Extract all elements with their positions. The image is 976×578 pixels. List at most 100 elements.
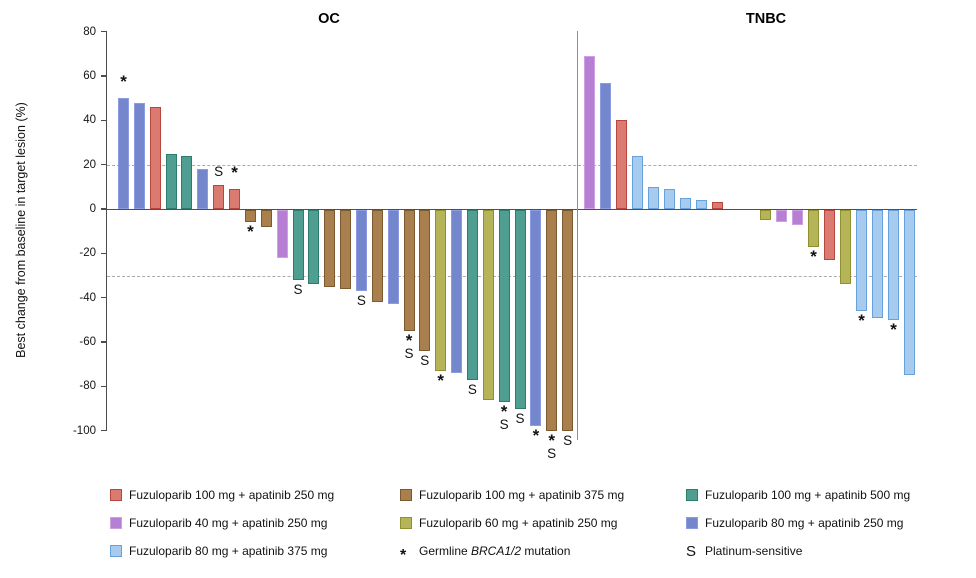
bar-oc-6	[197, 169, 209, 209]
bar-tnbc-2	[600, 82, 611, 209]
s-symbol: S	[686, 543, 697, 560]
y-tick-mark	[101, 31, 107, 33]
bar-tnbc-9	[712, 202, 723, 209]
asterisk-symbol: *	[400, 547, 407, 564]
bar-oc-28	[546, 210, 558, 431]
legend-label: Fuzuloparib 60 mg + apatinib 250 mg	[419, 516, 618, 530]
bar-oc-18	[387, 210, 399, 305]
bar-tnbc-5	[648, 186, 659, 209]
bar-oc-22	[451, 210, 463, 373]
legend-swatch-f60a250	[400, 517, 412, 529]
bar-oc-14	[324, 210, 336, 287]
bar-tnbc-14	[792, 210, 803, 225]
panel-title-tnbc: TNBC	[745, 11, 787, 27]
bar-oc-2	[133, 102, 145, 209]
bar-tnbc-21	[904, 210, 915, 376]
bar-tnbc-15	[808, 210, 819, 247]
y-tick-mark	[101, 208, 107, 210]
reference-line--30	[107, 275, 917, 277]
germline-brca-marker: *	[437, 370, 444, 390]
germline-brca-marker: *	[500, 401, 508, 421]
bar-oc-12	[292, 210, 304, 280]
bar-tnbc-6	[664, 189, 675, 209]
legend-swatch-f80a250	[686, 517, 698, 529]
bar-tnbc-7	[680, 197, 691, 209]
legend-swatch-f100a250	[110, 489, 122, 501]
germline-brca-marker: *	[247, 222, 254, 242]
legend-swatch-f40a250	[110, 517, 122, 529]
legend-label: Fuzuloparib 100 mg + apatinib 500 mg	[705, 488, 911, 502]
bar-oc-1	[118, 98, 129, 209]
bar-oc-27	[530, 210, 542, 427]
y-tick-label-60: 60	[83, 70, 96, 82]
y-tick-label--60: -60	[79, 336, 96, 348]
bar-oc-11	[276, 210, 288, 258]
y-tick-label--80: -80	[79, 380, 96, 393]
germline-brca-marker: *	[858, 311, 865, 330]
platinum-sensitive-marker: S	[547, 446, 557, 462]
y-tick-label--100: -100	[72, 424, 96, 437]
germline-brca-marker: *	[231, 163, 238, 182]
germline-brca-marker: *	[548, 430, 555, 450]
y-tick-mark	[101, 430, 107, 432]
platinum-sensitive-marker: S	[293, 281, 303, 297]
bar-tnbc-8	[696, 200, 707, 209]
germline-brca-marker: *	[890, 319, 897, 339]
platinum-sensitive-marker: S	[214, 164, 224, 180]
bar-oc-25	[498, 210, 510, 402]
brca-gene-italic: BRCA1/2	[471, 544, 522, 558]
bar-oc-9	[244, 210, 256, 223]
y-tick-label--20: -20	[79, 247, 96, 260]
germline-brca-marker: *	[810, 246, 817, 266]
legend-label: Fuzuloparib 100 mg + apatinib 375 mg	[419, 488, 625, 502]
bar-oc-21	[435, 210, 447, 371]
y-tick-label-40: 40	[83, 114, 96, 127]
bar-tnbc-3	[616, 120, 627, 209]
legend-label: Germline BRCA1/2 mutation	[419, 544, 571, 558]
y-tick-label-80: 80	[83, 25, 96, 38]
bar-oc-17	[371, 210, 383, 303]
bar-oc-7	[213, 184, 225, 209]
bar-tnbc-20	[888, 210, 899, 320]
platinum-sensitive-marker: S	[515, 410, 525, 426]
reference-line-20	[107, 164, 917, 166]
bar-tnbc-1	[584, 56, 595, 209]
bar-oc-26	[514, 210, 526, 409]
y-tick-mark	[101, 75, 107, 77]
legend-label: Fuzuloparib 40 mg + apatinib 250 mg	[129, 516, 328, 530]
legend-label: Fuzuloparib 80 mg + apatinib 375 mg	[129, 544, 328, 558]
bar-tnbc-4	[632, 155, 643, 209]
panel-title-oc: OC	[318, 11, 340, 27]
platinum-sensitive-marker: S	[499, 417, 509, 433]
bar-tnbc-17	[840, 210, 851, 285]
y-tick-mark	[101, 119, 107, 121]
panel-separator-line	[577, 31, 578, 440]
legend-label: Platinum-sensitive	[705, 544, 803, 558]
zero-baseline	[107, 208, 917, 210]
bar-tnbc-13	[776, 210, 787, 223]
bar-tnbc-16	[824, 210, 835, 260]
y-axis-line	[106, 31, 108, 431]
bar-oc-29	[562, 210, 574, 431]
bar-oc-13	[308, 210, 320, 285]
platinum-sensitive-marker: S	[420, 352, 430, 368]
bar-oc-5	[181, 155, 193, 209]
bar-oc-16	[355, 210, 367, 291]
y-tick-mark	[101, 297, 107, 299]
legend-swatch-f100a375	[400, 489, 412, 501]
bar-tnbc-12	[760, 210, 771, 221]
germline-brca-marker: *	[532, 426, 540, 446]
platinum-sensitive-marker: S	[563, 432, 573, 448]
bar-oc-10	[260, 210, 272, 227]
bar-oc-19	[403, 210, 415, 331]
y-tick-mark	[101, 164, 107, 166]
y-tick-mark	[101, 385, 107, 387]
y-tick-label--40: -40	[79, 291, 96, 304]
platinum-sensitive-marker: S	[356, 293, 366, 308]
y-tick-label-20: 20	[83, 158, 96, 171]
bar-oc-23	[466, 210, 478, 380]
germline-brca-marker: *	[120, 72, 127, 92]
germline-brca-marker: *	[405, 330, 413, 350]
bar-oc-4	[165, 153, 177, 209]
